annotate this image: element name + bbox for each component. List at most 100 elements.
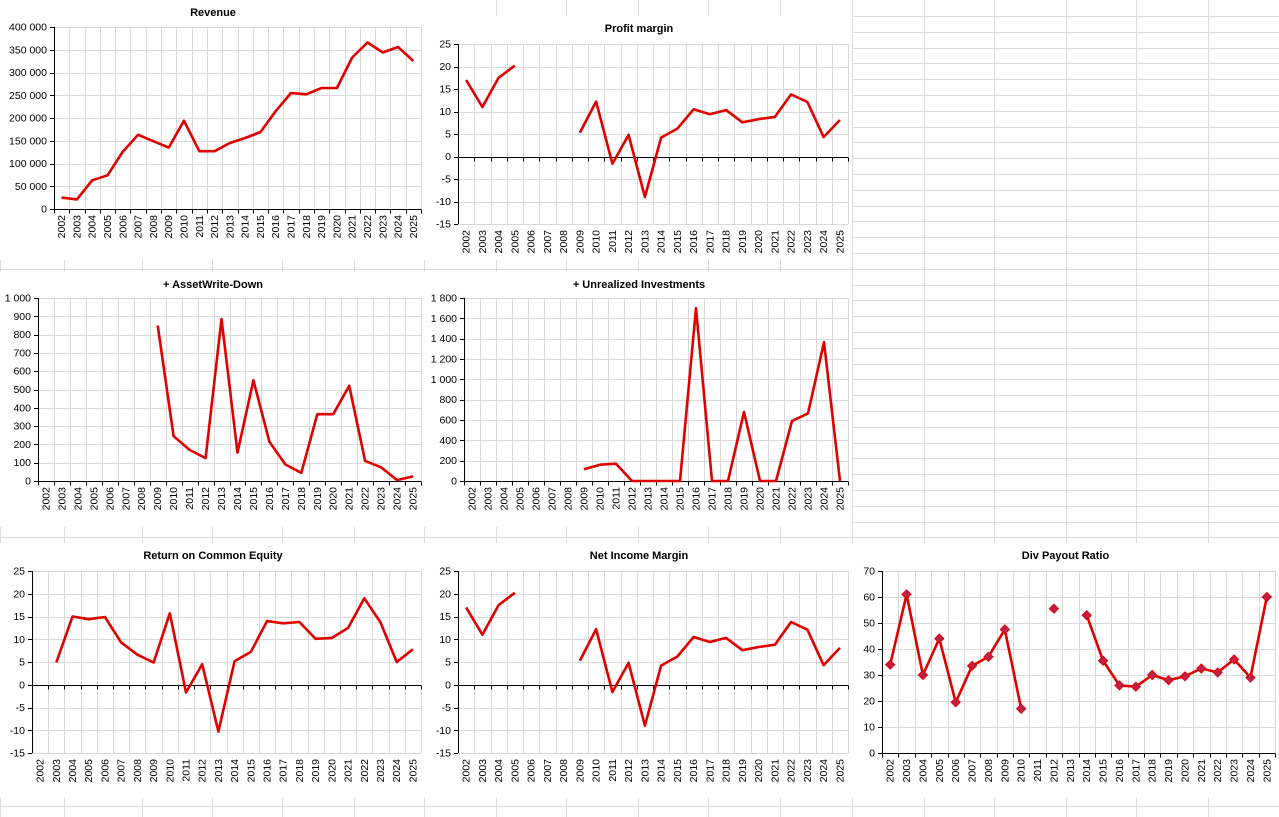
chart-revenue[interactable]: Revenue 0 50 000 100 000 150 000 200 000 250 … — [0, 0, 426, 260]
chart-asset-write-down[interactable]: + AssetWrite-Down 0 100 200 300 400 500 600 700… — [0, 272, 426, 527]
x-tick-label: 2020 — [753, 759, 765, 783]
y-tick-label: 0 — [41, 204, 47, 216]
x-tick-label: 2002 — [461, 759, 473, 783]
x-tick-label: 2016 — [264, 487, 276, 511]
x-tick-label: 2023 — [802, 759, 814, 783]
y-tick-label: 70 — [863, 566, 875, 578]
y-tick-label: 1 800 — [431, 293, 457, 305]
data-point-marker — [1097, 655, 1109, 666]
x-tick-label: 2006 — [117, 215, 129, 239]
x-tick-label: 2023 — [377, 215, 389, 239]
data-point-marker — [1163, 674, 1174, 686]
x-tick-label: 2010 — [164, 759, 176, 783]
x-tick-label: 2019 — [312, 487, 324, 511]
x-tick-label: 2022 — [360, 487, 372, 511]
y-tick-label: 20 — [439, 588, 451, 600]
y-tick-label: 0 — [445, 151, 451, 163]
y-tick-label: 5 — [445, 657, 451, 669]
x-tick-label: 2018 — [1147, 759, 1159, 783]
chart-unrealized-investments[interactable]: + Unrealized Investments 0 200 400 600 800 1 … — [426, 272, 852, 527]
data-point-marker — [1245, 672, 1256, 683]
data-point-marker — [901, 589, 912, 600]
x-tick-label: 2005 — [509, 230, 521, 254]
x-tick-label: 2020 — [326, 759, 338, 783]
y-tick-label: 350 000 — [9, 44, 47, 56]
y-tick-label: -5 — [16, 702, 25, 714]
x-tick-label: 2008 — [563, 487, 575, 511]
chart-svg: 0 50 000 100 000 150 000 200 000 250 000 300 0… — [9, 22, 422, 239]
chart-div-payout-ratio[interactable]: Div Payout Ratio 0 10 20 30 40 50 60 70 2002 2003… — [852, 543, 1279, 798]
x-tick-label: 2007 — [133, 215, 145, 239]
chart-title: + AssetWrite-Down — [163, 279, 263, 291]
x-tick-label: 2017 — [286, 215, 298, 239]
x-tick-label: 2014 — [232, 487, 244, 511]
x-tick-label: 2005 — [83, 759, 95, 783]
x-tick-label: 2011 — [184, 487, 196, 510]
x-tick-label: 2020 — [328, 487, 340, 511]
x-tick-label: 2010 — [591, 230, 603, 254]
y-tick-label: 900 — [13, 311, 31, 323]
x-tick-label: 2012 — [197, 759, 209, 783]
x-tick-label: 2022 — [359, 759, 371, 783]
x-tick-label: 2013 — [1065, 759, 1077, 783]
x-tick-label: 2002 — [461, 230, 473, 254]
x-tick-label: 2019 — [316, 215, 328, 239]
x-tick-label: 2019 — [739, 487, 751, 511]
x-tick-label: 2021 — [344, 487, 356, 511]
chart-net-income-margin[interactable]: Net Income Margin -15 -10 -5 0 5 10 15 20 25 2002… — [426, 543, 852, 798]
x-tick-label: 2024 — [392, 487, 404, 511]
data-point-marker — [1146, 669, 1158, 681]
x-tick-label: 2021 — [347, 215, 359, 239]
y-tick-label: 200 — [13, 439, 31, 451]
x-tick-label: 2022 — [362, 215, 374, 239]
y-tick-label: 300 — [13, 421, 31, 433]
x-tick-label: 2012 — [200, 487, 212, 511]
y-tick-label: 1 200 — [431, 354, 457, 366]
x-tick-label: 2025 — [407, 759, 419, 783]
x-tick-label: 2006 — [104, 487, 116, 511]
data-point-marker — [1228, 654, 1240, 665]
y-tick-label: -10 — [436, 725, 451, 737]
y-tick-label: 100 — [13, 457, 31, 469]
data-point-marker — [966, 660, 978, 672]
data-point-marker — [1081, 609, 1092, 621]
x-tick-label: 2007 — [967, 759, 979, 783]
x-tick-label: 2008 — [558, 759, 570, 783]
x-tick-label: 2020 — [753, 230, 765, 254]
x-tick-label: 2004 — [87, 215, 99, 239]
chart-profit-margin[interactable]: Profit margin -15 -10 -5 0 5 10 15 20 25 2002 2003… — [426, 16, 852, 260]
x-tick-label: 2012 — [1048, 759, 1060, 783]
x-tick-label: 2004 — [493, 759, 505, 783]
x-tick-label: 2024 — [818, 759, 830, 783]
x-tick-label: 2006 — [950, 759, 962, 783]
x-tick-label: 2025 — [835, 487, 847, 511]
x-tick-label: 2023 — [1229, 759, 1241, 783]
x-tick-label: 2017 — [704, 759, 716, 783]
x-tick-label: 2017 — [280, 487, 292, 511]
x-tick-label: 2003 — [71, 215, 83, 239]
x-tick-label: 2015 — [248, 487, 260, 511]
data-point-marker — [884, 659, 896, 670]
x-tick-label: 2003 — [477, 230, 489, 254]
x-tick-label: 2014 — [659, 487, 671, 511]
y-tick-label: 1 400 — [431, 333, 457, 345]
x-tick-label: 2010 — [1016, 759, 1028, 783]
x-tick-label: 2010 — [591, 759, 603, 783]
chart-return-on-common-equity[interactable]: Return on Common Equity -15 -10 -5 0 5 10 15 20… — [0, 543, 426, 798]
chart-svg: 0 100 200 300 400 500 600 700 800 900 1 000 2002 200… — [5, 293, 422, 511]
x-tick-label: 2013 — [216, 487, 228, 511]
x-tick-label: 2012 — [623, 230, 635, 254]
x-tick-label: 2017 — [278, 759, 290, 783]
data-point-marker — [1114, 680, 1125, 691]
y-tick-label: 500 — [13, 384, 31, 396]
x-tick-label: 2017 — [1130, 759, 1142, 783]
x-tick-label: 2004 — [72, 487, 84, 511]
series-line — [55, 597, 414, 733]
y-tick-label: 0 — [25, 476, 31, 488]
x-tick-label: 2015 — [672, 759, 684, 783]
x-tick-label: 2010 — [168, 487, 180, 511]
y-tick-label: 15 — [439, 611, 451, 623]
x-tick-label: 2008 — [148, 215, 160, 239]
